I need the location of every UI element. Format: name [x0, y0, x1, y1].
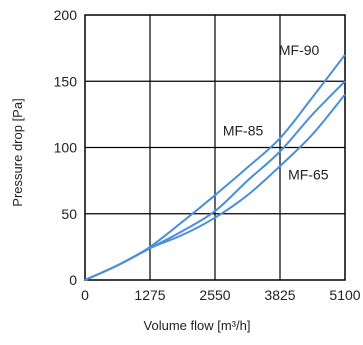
y-axis-label: Pressure drop [Pa] [10, 98, 25, 206]
y-tick-label: 50 [61, 206, 77, 222]
series-label-mf-65: MF-65 [288, 166, 329, 182]
x-tick-label: 0 [81, 287, 89, 303]
y-tick-label: 0 [69, 272, 77, 288]
series-labels: MF-90 MF-85 MF-65 [223, 42, 329, 183]
x-tick-label: 5100 [329, 287, 360, 303]
y-tick-labels: 0 50 100 150 200 [54, 7, 78, 288]
series-line-mf-65 [84, 93, 346, 281]
x-axis-label: Volume flow [m³/h] [144, 318, 251, 333]
y-tick-label: 150 [54, 73, 78, 89]
x-tick-label: 3825 [264, 287, 295, 303]
x-tick-labels: 0 1275 2550 3825 5100 [81, 287, 361, 303]
series-layer [84, 54, 346, 281]
series-label-mf-90: MF-90 [279, 42, 320, 58]
x-tick-label: 2550 [199, 287, 230, 303]
y-tick-label: 200 [54, 7, 78, 23]
x-tick-label: 1275 [134, 287, 165, 303]
plot-frame [84, 14, 346, 281]
series-label-mf-85: MF-85 [223, 123, 264, 139]
grid [85, 15, 345, 280]
y-tick-label: 100 [54, 140, 78, 156]
